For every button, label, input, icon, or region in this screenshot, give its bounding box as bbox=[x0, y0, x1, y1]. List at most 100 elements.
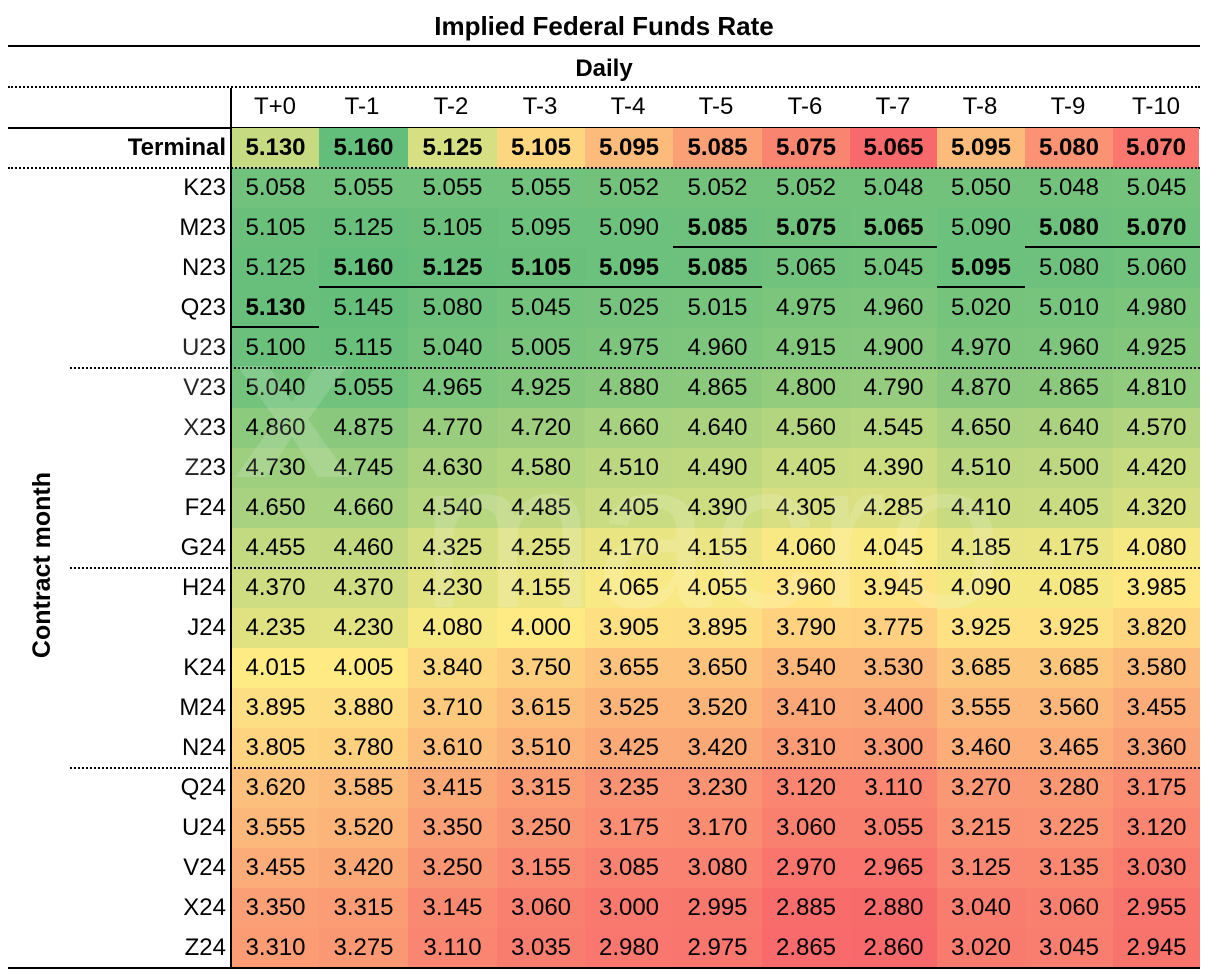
heatmap-cell: 3.110 bbox=[850, 768, 937, 808]
row-label: G24 bbox=[180, 534, 226, 561]
column-header-tminus2: T-2 bbox=[433, 93, 469, 120]
heatmap-cell: 4.485 bbox=[497, 488, 585, 528]
heatmap-cell: 4.960 bbox=[850, 288, 937, 328]
heatmap-cell: 5.160 bbox=[319, 248, 408, 288]
heatmap-cell: 5.005 bbox=[497, 328, 585, 368]
heatmap-cell: 4.325 bbox=[408, 528, 497, 568]
heatmap-cell: 5.105 bbox=[497, 248, 585, 288]
row-label: U23 bbox=[181, 334, 226, 361]
row-label: N23 bbox=[181, 254, 226, 281]
heatmap-cell: 5.055 bbox=[497, 168, 585, 208]
heatmap-cell: 5.055 bbox=[408, 168, 497, 208]
heatmap-cell: 4.650 bbox=[232, 488, 319, 528]
heatmap-cell: 4.545 bbox=[850, 408, 937, 448]
heatmap-cell: 4.860 bbox=[232, 408, 319, 448]
terminal-cell: 5.130 bbox=[232, 128, 319, 168]
heatmap-cell: 4.640 bbox=[673, 408, 762, 448]
heatmap-cell: 3.060 bbox=[1025, 888, 1113, 928]
heatmap-cell: 2.965 bbox=[850, 848, 937, 888]
terminal-cell: 5.105 bbox=[497, 128, 585, 168]
heatmap-cell: 3.510 bbox=[497, 728, 585, 768]
y-axis-label: Contract month bbox=[28, 471, 56, 659]
heatmap-cell: 4.630 bbox=[408, 448, 497, 488]
heatmap-cell: 5.045 bbox=[1113, 168, 1200, 208]
heatmap-cell: 4.405 bbox=[762, 448, 850, 488]
heatmap-cell: 4.865 bbox=[1025, 368, 1113, 408]
heatmap-cell: 2.885 bbox=[762, 888, 850, 928]
heatmap-cell: 3.315 bbox=[497, 768, 585, 808]
heatmap-cell: 4.510 bbox=[585, 448, 673, 488]
heatmap-cell: 4.730 bbox=[232, 448, 319, 488]
column-header-tminus5: T-5 bbox=[698, 93, 734, 120]
heatmap-cell: 4.005 bbox=[319, 648, 408, 688]
heatmap-cell: 4.045 bbox=[850, 528, 937, 568]
terminal-cell: 5.125 bbox=[408, 128, 497, 168]
heatmap-cell: 2.980 bbox=[585, 928, 673, 968]
heatmap-cell: 4.560 bbox=[762, 408, 850, 448]
terminal-rule bbox=[8, 167, 1200, 169]
heatmap-cell: 4.230 bbox=[319, 608, 408, 648]
heatmap-cell: 5.065 bbox=[762, 248, 850, 288]
heatmap-cell: 4.455 bbox=[232, 528, 319, 568]
column-header-tminus7: T-7 bbox=[875, 93, 911, 120]
heatmap-cell: 5.130 bbox=[232, 288, 319, 328]
heatmap-cell: 5.105 bbox=[232, 208, 319, 248]
heatmap-cell: 4.500 bbox=[1025, 448, 1113, 488]
heatmap-cell: 5.045 bbox=[497, 288, 585, 328]
heatmap-cell: 4.660 bbox=[585, 408, 673, 448]
heatmap-cell: 3.895 bbox=[673, 608, 762, 648]
heatmap-cell: 4.370 bbox=[319, 568, 408, 608]
heatmap-cell: 5.125 bbox=[408, 248, 497, 288]
terminal-cell: 5.095 bbox=[585, 128, 673, 168]
terminal-cell: 5.080 bbox=[1025, 128, 1113, 168]
heatmap-cell: 2.970 bbox=[762, 848, 850, 888]
heatmap-cell: 3.820 bbox=[1113, 608, 1200, 648]
heatmap-cell: 5.052 bbox=[585, 168, 673, 208]
heatmap-cell: 3.235 bbox=[585, 768, 673, 808]
heatmap-cell: 4.925 bbox=[497, 368, 585, 408]
heatmap-cell: 4.230 bbox=[408, 568, 497, 608]
heatmap-cell: 3.895 bbox=[232, 688, 319, 728]
heatmap-cell: 4.980 bbox=[1113, 288, 1200, 328]
heatmap-cell: 3.465 bbox=[1025, 728, 1113, 768]
heatmap-cell: 4.080 bbox=[408, 608, 497, 648]
heatmap-cell: 2.880 bbox=[850, 888, 937, 928]
heatmap-cell: 5.050 bbox=[937, 168, 1025, 208]
heatmap-cell: 4.540 bbox=[408, 488, 497, 528]
heatmap-cell: 3.350 bbox=[232, 888, 319, 928]
row-label: N24 bbox=[181, 734, 226, 761]
heatmap-cell: 3.250 bbox=[408, 848, 497, 888]
heatmap-cell: 3.060 bbox=[497, 888, 585, 928]
heatmap-cell: 4.235 bbox=[232, 608, 319, 648]
terminal-cell: 5.085 bbox=[673, 128, 762, 168]
heatmap-cell: 4.865 bbox=[673, 368, 762, 408]
heatmap-cell: 5.048 bbox=[1025, 168, 1113, 208]
heatmap-cell: 3.780 bbox=[319, 728, 408, 768]
heatmap-cell: 3.925 bbox=[937, 608, 1025, 648]
heatmap-cell: 3.540 bbox=[762, 648, 850, 688]
heatmap-cell: 3.960 bbox=[762, 568, 850, 608]
heatmap-cell: 3.805 bbox=[232, 728, 319, 768]
heatmap-cell: 4.080 bbox=[1113, 528, 1200, 568]
heatmap-cell: 3.905 bbox=[585, 608, 673, 648]
heatmap-cell: 4.155 bbox=[673, 528, 762, 568]
heatmap-cell: 3.135 bbox=[1025, 848, 1113, 888]
row-label: X23 bbox=[183, 414, 226, 441]
heatmap-cell: 3.685 bbox=[937, 648, 1025, 688]
heatmap-cell: 3.035 bbox=[497, 928, 585, 968]
row-label: M23 bbox=[179, 214, 226, 241]
title-rule bbox=[8, 45, 1200, 47]
heatmap-cell: 3.520 bbox=[319, 808, 408, 848]
heatmap-cell: 4.965 bbox=[408, 368, 497, 408]
heatmap-cell: 5.015 bbox=[673, 288, 762, 328]
row-label: J24 bbox=[187, 614, 226, 641]
heatmap-cell: 5.095 bbox=[585, 248, 673, 288]
heatmap-cell: 4.810 bbox=[1113, 368, 1200, 408]
heatmap-cell: 3.945 bbox=[850, 568, 937, 608]
heatmap-cell: 3.415 bbox=[408, 768, 497, 808]
heatmap-cell: 3.420 bbox=[319, 848, 408, 888]
heatmap-cell: 3.155 bbox=[497, 848, 585, 888]
heatmap-cell: 5.075 bbox=[762, 208, 850, 248]
row-label: V23 bbox=[183, 374, 226, 401]
